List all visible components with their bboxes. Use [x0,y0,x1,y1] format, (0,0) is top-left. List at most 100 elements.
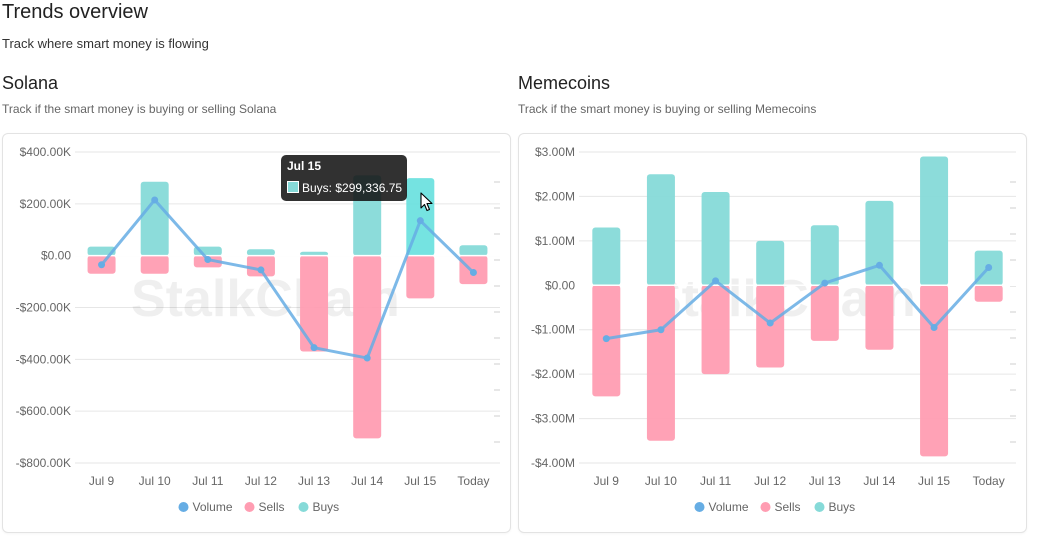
memecoins-volume-point[interactable] [821,279,829,287]
solana-volume-point[interactable] [151,196,159,204]
solana-sells-bar[interactable] [300,255,329,352]
solana-x-tick-label: Jul 11 [192,474,223,488]
memecoins-legend-buys-swatch [814,502,825,512]
solana-volume-point[interactable] [416,217,424,225]
memecoins-y-tick-label: -$3.00M [531,412,575,426]
memecoins-chart[interactable]: $3.00M $2.00M $1.00M $0.00 -$1.00M -$2.00M -$3… [519,134,1026,532]
solana-legend-sells[interactable]: Sells [244,500,285,514]
solana-legend-sells-label: Sells [259,500,285,514]
memecoins-y-tick-label: $3.00M [535,145,575,159]
memecoins-x-tick-label: Jul 13 [809,474,841,488]
tooltip-buys-swatch [287,181,299,193]
memecoins-section-title: Memecoins [518,73,611,93]
memecoins-x-tick-label: Jul 12 [754,474,786,488]
memecoins-x-tick-label: Jul 14 [863,474,895,488]
page-title: Trends overview [2,1,148,23]
memecoins-buys-bar[interactable] [646,174,675,286]
solana-x-tick-label: Jul 10 [139,474,171,488]
solana-volume-line [100,198,475,360]
solana-legend-buys[interactable]: Buys [298,500,340,514]
solana-y-tick-label: $400.00K [20,145,71,159]
solana-legend-volume[interactable]: Volume [178,500,233,514]
solana-x-tick-label: Jul 15 [404,474,436,488]
memecoins-sells-bar[interactable] [701,285,730,375]
memecoins-legend-buys-label: Buys [829,500,856,514]
memecoins-x-tick-label: Jul 9 [594,474,620,488]
memecoins-section-subtitle: Track if the smart money is buying or se… [518,102,817,116]
solana-volume-point[interactable] [98,261,106,269]
memecoins-chart-card: $3.00M $2.00M $1.00M $0.00 -$1.00M -$2.00M -$3… [518,133,1027,533]
memecoins-x-tick-label: Today [973,474,1005,488]
solana-buys-bar[interactable] [459,245,488,256]
memecoins-legend-volume-label: Volume [709,500,749,514]
memecoins-legend-sells-label: Sells [775,500,801,514]
memecoins-buys-bar[interactable] [810,225,839,286]
memecoins-buys-bar[interactable] [865,200,894,286]
memecoins-buys-bar[interactable] [756,240,785,286]
memecoins-legend-sells[interactable]: Sells [760,500,801,514]
memecoins-sells-bar[interactable] [810,285,839,341]
memecoins-y-tick-label: $2.00M [535,189,575,203]
solana-section-subtitle: Track if the smart money is buying or se… [2,102,277,116]
solana-sells-bar[interactable] [140,255,169,274]
solana-buys-bar[interactable] [87,246,116,256]
solana-legend-buys-swatch [298,502,309,512]
solana-y-tick-label: -$200.00K [16,301,71,315]
memecoins-volume-point[interactable] [985,264,993,272]
solana-y-tick-label: $0.00 [41,249,71,263]
memecoins-sells-bar[interactable] [920,285,949,457]
memecoins-y-tick-label: $1.00M [535,234,575,248]
solana-y-tick-label: -$400.00K [16,352,71,366]
solana-x-tick-label: Today [457,474,489,488]
memecoins-volume-point[interactable] [766,319,774,327]
memecoins-legend-volume[interactable]: Volume [694,500,749,514]
solana-legend-volume-swatch [178,502,189,512]
memecoins-y-tick-label: $0.00 [545,278,575,292]
memecoins-buys-bar[interactable] [701,191,730,286]
solana-volume-point[interactable] [310,344,318,352]
memecoins-volume-line [606,263,990,341]
memecoins-sells-bar[interactable] [865,285,894,350]
solana-legend-buys-label: Buys [313,500,340,514]
memecoins-volume-point[interactable] [875,261,883,269]
memecoins-volume-point[interactable] [712,277,720,285]
solana-buys-bar[interactable] [246,249,275,256]
memecoins-buys-bar[interactable] [592,227,621,286]
solana-legend-sells-swatch [244,502,255,512]
memecoins-x-tick-label: Jul 11 [700,474,731,488]
solana-section-title: Solana [2,73,59,93]
memecoins-y-tick-label: -$4.00M [531,456,575,470]
solana-legend-volume-label: Volume [193,500,233,514]
solana-y-tick-label: -$800.00K [16,456,71,470]
memecoins-y-tick-label: -$2.00M [531,367,575,381]
memecoins-volume-point[interactable] [930,323,938,331]
solana-sells-bar[interactable] [246,255,275,277]
memecoins-volume-point[interactable] [602,335,610,343]
memecoins-x-tick-label: Jul 10 [645,474,677,488]
memecoins-sells-bar[interactable] [974,285,1003,302]
memecoins-volume-point[interactable] [657,326,665,334]
memecoins-buys-bar[interactable] [920,156,949,286]
solana-x-tick-label: Jul 13 [298,474,330,488]
solana-chart-card: $400.00K $200.00K $0.00 -$200.00K -$400.00K -… [2,133,511,533]
solana-sells-bar[interactable] [353,255,382,439]
solana-sells-bar[interactable] [406,255,435,299]
solana-chart[interactable]: $400.00K $200.00K $0.00 -$200.00K -$400.00K -… [3,134,510,532]
solana-x-tick-label: Jul 14 [351,474,383,488]
memecoins-y-tick-label: -$1.00M [531,323,575,337]
memecoins-legend-buys[interactable]: Buys [814,500,856,514]
chart-tooltip: Jul 15 Buys: $299,336.75 [281,155,407,201]
page-subtitle: Track where smart money is flowing [2,36,209,51]
tooltip-row: Buys: $299,336.75 [287,181,402,195]
solana-volume-point[interactable] [204,256,212,264]
solana-volume-point[interactable] [257,266,265,274]
solana-buys-bar[interactable] [140,181,169,256]
memecoins-sells-bar[interactable] [646,285,675,441]
tooltip-title: Jul 15 [287,159,322,173]
solana-volume-point[interactable] [363,354,371,362]
solana-buys-bar[interactable] [300,251,329,256]
solana-y-tick-label: $200.00K [20,197,71,211]
solana-volume-point[interactable] [469,269,477,277]
solana-y-tick-label: -$600.00K [16,404,71,418]
solana-x-tick-label: Jul 12 [245,474,277,488]
